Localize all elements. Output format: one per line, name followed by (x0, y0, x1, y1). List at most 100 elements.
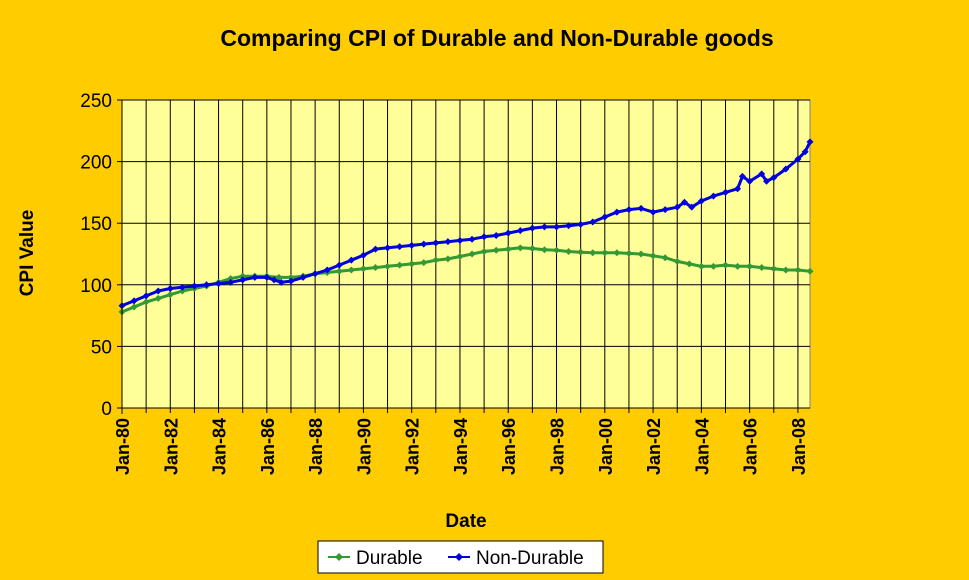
data-point-durable (637, 250, 645, 258)
data-point-durable (806, 267, 814, 275)
y-tick-label: 0 (101, 399, 112, 420)
data-point-durable (589, 249, 597, 257)
data-point-non-durable (540, 223, 548, 231)
data-point-durable (565, 248, 573, 256)
data-point-non-durable (227, 278, 235, 286)
data-point-non-durable (649, 208, 657, 216)
data-point-non-durable (384, 244, 392, 252)
data-point-durable (613, 249, 621, 257)
data-point-non-durable (468, 235, 476, 243)
data-point-non-durable (202, 281, 210, 289)
data-point-non-durable (323, 266, 331, 274)
data-point-durable (384, 262, 392, 270)
x-axis-title: Date (445, 511, 486, 532)
x-tick-label: Jan-98 (548, 418, 568, 475)
data-point-non-durable (794, 155, 802, 163)
data-point-non-durable (299, 273, 307, 281)
data-point-durable (673, 257, 681, 265)
x-tick-label: Jan-06 (741, 418, 761, 475)
series-layer (118, 138, 814, 316)
data-point-non-durable (215, 280, 223, 288)
x-tick-label: Jan-90 (354, 418, 374, 475)
data-point-durable (625, 249, 633, 257)
data-point-durable (746, 262, 754, 270)
data-point-non-durable (763, 177, 771, 185)
data-point-durable (709, 262, 717, 270)
y-tick-label: 150 (80, 214, 112, 235)
data-point-durable (685, 260, 693, 268)
data-point-non-durable (270, 276, 278, 284)
data-point-non-durable (456, 236, 464, 244)
x-tick-label: Jan-02 (644, 418, 664, 475)
data-point-durable (770, 265, 778, 273)
data-point-non-durable (709, 192, 717, 200)
data-point-non-durable (680, 198, 688, 206)
data-point-non-durable (287, 277, 295, 285)
data-point-non-durable (782, 165, 790, 173)
data-point-non-durable (396, 243, 404, 251)
data-point-non-durable (613, 208, 621, 216)
legend-label-non-durable: Non-Durable (476, 548, 584, 569)
data-point-non-durable (130, 297, 138, 305)
data-point-non-durable (504, 229, 512, 237)
data-point-non-durable (516, 227, 524, 235)
data-point-durable (456, 252, 464, 260)
data-point-durable (758, 264, 766, 272)
data-point-durable (239, 272, 247, 280)
data-point-non-durable (371, 245, 379, 253)
data-point-non-durable (432, 239, 440, 247)
x-tick-labels: Jan-80 Jan-82 Jan-84 Jan-86 Jan-88 Jan-90 Jan-… (113, 418, 809, 475)
data-point-non-durable (347, 256, 355, 264)
data-point-non-durable (601, 213, 609, 221)
data-point-non-durable (492, 232, 500, 240)
legend-label-durable: Durable (356, 548, 423, 569)
data-point-durable (335, 267, 343, 275)
data-point-durable (359, 265, 367, 273)
data-point-durable (697, 262, 705, 270)
x-tick-label: Jan-08 (789, 418, 809, 475)
data-point-durable (528, 244, 536, 252)
data-point-non-durable (154, 287, 162, 295)
data-point-durable (154, 294, 162, 302)
data-point-non-durable (480, 233, 488, 241)
data-point-non-durable (577, 220, 585, 228)
x-tick-label: Jan-94 (451, 418, 471, 475)
data-point-non-durable (277, 278, 285, 286)
y-tick-label: 50 (91, 337, 112, 358)
data-point-non-durable (801, 148, 809, 156)
x-tick-label: Jan-00 (596, 418, 616, 475)
data-point-durable (601, 249, 609, 257)
data-point-non-durable (746, 177, 754, 185)
chart-title: Comparing CPI of Durable and Non-Durable… (220, 25, 773, 51)
data-point-non-durable (806, 138, 814, 146)
data-point-non-durable (589, 218, 597, 226)
x-tick-label: Jan-82 (161, 418, 181, 475)
data-point-non-durable (673, 203, 681, 211)
data-point-non-durable (444, 238, 452, 246)
data-point-non-durable (553, 223, 561, 231)
data-point-non-durable (251, 273, 259, 281)
data-point-non-durable (335, 261, 343, 269)
data-point-non-durable (311, 270, 319, 278)
data-point-durable (553, 246, 561, 254)
legend-marker-non-durable (455, 553, 463, 561)
data-point-non-durable (637, 204, 645, 212)
x-tick-label: Jan-92 (403, 418, 423, 475)
data-point-non-durable (697, 197, 705, 205)
data-point-non-durable (688, 203, 696, 211)
data-point-durable (504, 245, 512, 253)
data-point-non-durable (625, 206, 633, 214)
data-point-durable (516, 244, 524, 252)
data-point-durable (347, 266, 355, 274)
data-point-durable (492, 246, 500, 254)
data-point-durable (794, 266, 802, 274)
x-tick-label: Jan-96 (499, 418, 519, 475)
data-point-durable (408, 260, 416, 268)
legend: Durable Non-Durable (317, 540, 604, 574)
data-point-durable (649, 252, 657, 260)
data-point-durable (722, 261, 730, 269)
data-point-non-durable (528, 224, 536, 232)
data-point-non-durable (239, 276, 247, 284)
y-tick-label: 100 (80, 276, 112, 297)
data-point-durable (782, 266, 790, 274)
